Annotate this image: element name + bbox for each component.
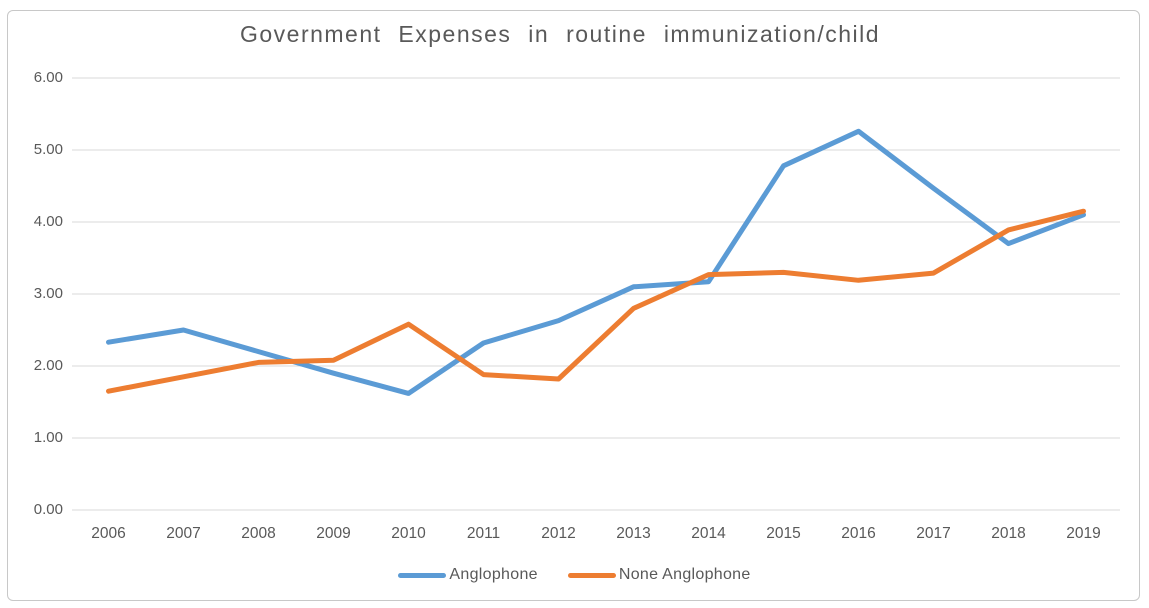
chart-title: Government Expenses in routine immunizat… (239, 21, 881, 47)
x-tick-label: 2008 (241, 525, 276, 542)
x-tick-label: 2012 (541, 525, 576, 542)
x-tick-label: 2017 (916, 525, 951, 542)
x-tick-label: 2013 (616, 525, 651, 542)
none-anglophone-line (106, 208, 1086, 394)
anglophone-line-swatch (398, 572, 447, 578)
y-tick-label: 1.00 (33, 429, 63, 446)
series-lines (106, 128, 1086, 396)
legend-label-anglophone: Anglophone (449, 566, 538, 583)
x-tick-label: 2016 (841, 525, 876, 542)
x-tick-label: 2010 (391, 525, 426, 542)
none-anglophone-line-swatch (567, 572, 616, 578)
legend-label-none-anglophone: None Anglophone (618, 566, 751, 583)
x-tick-label: 2007 (166, 525, 201, 542)
x-tick-label: 2009 (316, 525, 351, 542)
anglophone-line (106, 128, 1086, 396)
y-tick-label: 3.00 (33, 285, 63, 302)
gridlines (72, 77, 1120, 511)
x-tick-label: 2011 (466, 525, 501, 542)
y-tick-label: 4.00 (33, 213, 63, 230)
x-tick-label: 2006 (91, 525, 126, 542)
y-tick-label: 2.00 (33, 357, 63, 374)
legend-item-none-anglophone: None Anglophone (567, 566, 751, 584)
y-tick-label: 6.00 (33, 69, 63, 86)
x-tick-label: 2019 (1066, 525, 1101, 542)
legend: Anglophone None Anglophone (0, 566, 1149, 584)
y-tick-label: 5.00 (33, 141, 63, 158)
legend-item-anglophone: Anglophone (398, 566, 538, 584)
x-tick-label: 2015 (766, 525, 801, 542)
x-tick-label: 2018 (991, 525, 1026, 542)
x-tick-label: 2014 (691, 525, 726, 542)
y-tick-label: 0.00 (33, 501, 63, 518)
